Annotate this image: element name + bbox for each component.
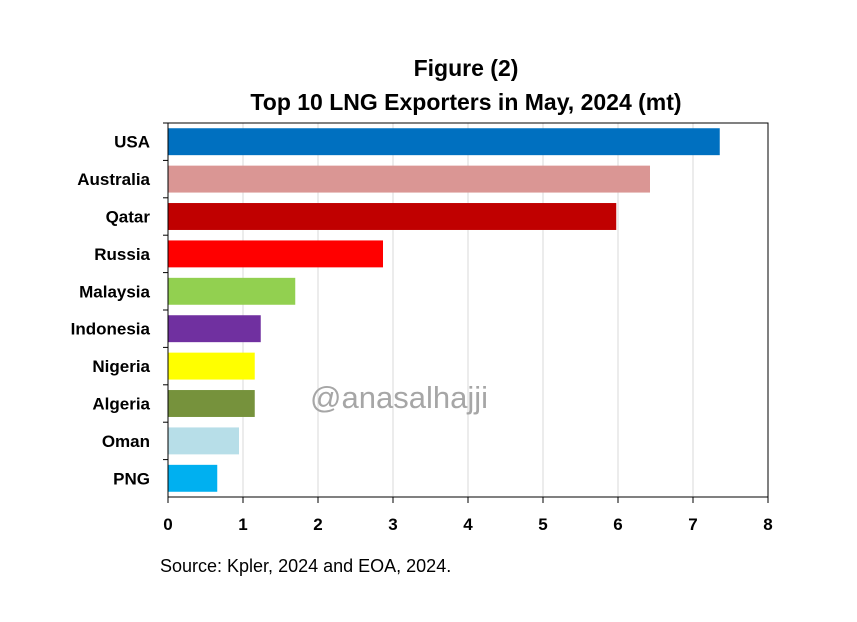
category-label: USA [114,133,150,152]
x-tick-label: 5 [538,515,547,534]
x-tick-label: 4 [463,515,473,534]
category-label: Malaysia [79,282,150,301]
x-tick-label: 0 [163,515,172,534]
x-tick-label: 3 [388,515,397,534]
category-labels: USA Australia Qatar Russia Malaysia Indonesia… [71,122,168,488]
category-label: PNG [113,469,150,488]
x-tick-label: 1 [238,515,247,534]
bar-qatar [168,203,617,230]
category-label: Russia [94,245,150,264]
x-tick-label: 7 [688,515,697,534]
x-tick-label: 8 [763,515,772,534]
bar-nigeria [168,352,255,380]
category-label: Nigeria [92,357,150,376]
x-tick-label: 2 [313,515,322,534]
category-label: Qatar [106,208,151,227]
bar-malaysia [168,277,296,305]
bar-series [168,128,720,492]
source-note: Source: Kpler, 2024 and EOA, 2024. [160,556,451,576]
bar-oman [168,427,239,455]
bar-russia [168,240,383,268]
bar-indonesia [168,315,261,343]
bar-usa [168,128,720,156]
x-axis-ticks: 0 1 2 3 4 5 6 7 8 [163,497,773,534]
x-tick-label: 6 [613,515,622,534]
chart-title-line1: Figure (2) [414,55,519,81]
category-label: Algeria [92,395,150,414]
watermark: @anasalhajji [310,380,488,415]
bar-png [168,464,218,492]
bar-algeria [168,390,255,417]
category-label: Oman [102,432,150,451]
category-label: Australia [77,170,150,189]
category-label: Indonesia [71,320,151,339]
chart-title-line2: Top 10 LNG Exporters in May, 2024 (mt) [250,89,681,115]
bar-australia [168,165,650,193]
